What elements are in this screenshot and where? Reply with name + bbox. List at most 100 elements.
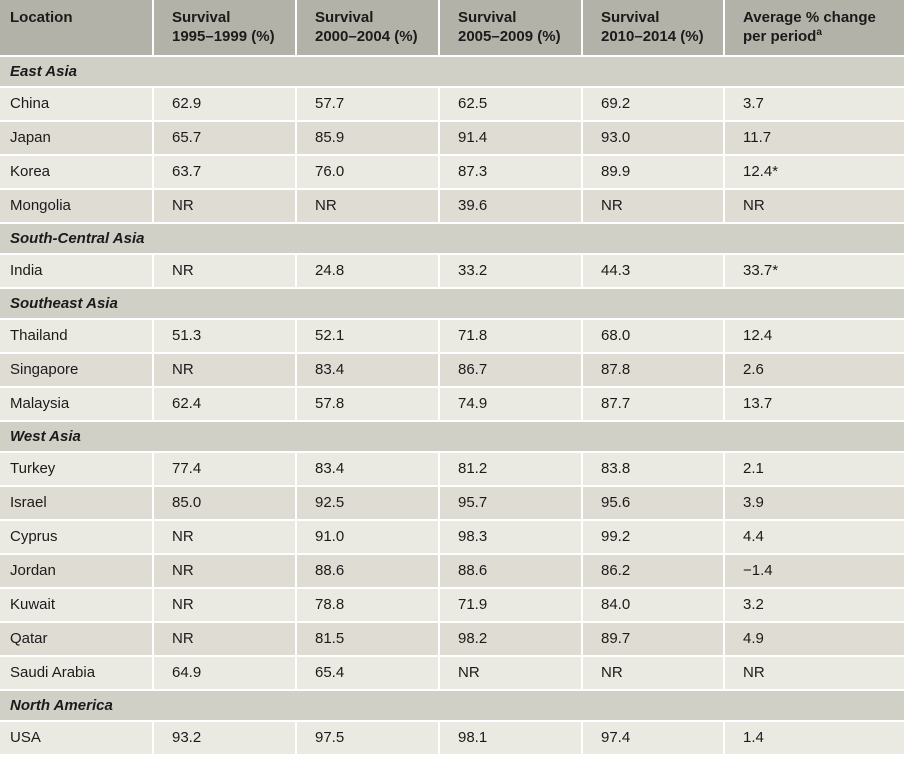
value-cell: 65.4 bbox=[297, 657, 438, 689]
value-cell: 76.0 bbox=[297, 156, 438, 188]
table-row: Saudi Arabia 64.9 65.4 NR NR NR bbox=[0, 657, 904, 689]
value-cell: 44.3 bbox=[583, 255, 723, 287]
value-cell: 87.7 bbox=[583, 388, 723, 420]
value-cell: 89.7 bbox=[583, 623, 723, 655]
value-cell: 57.7 bbox=[297, 88, 438, 120]
location-cell: Japan bbox=[0, 122, 152, 154]
value-cell: 51.3 bbox=[154, 320, 295, 352]
location-cell: Cyprus bbox=[0, 521, 152, 553]
value-cell: 33.2 bbox=[440, 255, 581, 287]
table-row: Korea 63.7 76.0 87.3 89.9 12.4* bbox=[0, 156, 904, 188]
value-cell: 97.4 bbox=[583, 722, 723, 754]
value-cell: 4.9 bbox=[725, 623, 904, 655]
value-cell: 4.4 bbox=[725, 521, 904, 553]
value-cell: 83.4 bbox=[297, 354, 438, 386]
table-row: Turkey 77.4 83.4 81.2 83.8 2.1 bbox=[0, 453, 904, 485]
location-cell: Mongolia bbox=[0, 190, 152, 222]
value-cell: 52.1 bbox=[297, 320, 438, 352]
table-row: Mongolia NR NR 39.6 NR NR bbox=[0, 190, 904, 222]
location-cell: Israel bbox=[0, 487, 152, 519]
value-cell: NR bbox=[440, 657, 581, 689]
value-cell: 91.4 bbox=[440, 122, 581, 154]
value-cell: 12.4* bbox=[725, 156, 904, 188]
footnote-marker: a bbox=[816, 27, 822, 39]
value-cell: 62.5 bbox=[440, 88, 581, 120]
value-cell: 81.2 bbox=[440, 453, 581, 485]
table-row: Cyprus NR 91.0 98.3 99.2 4.4 bbox=[0, 521, 904, 553]
section-header-row: North America bbox=[0, 691, 904, 720]
value-cell: 62.4 bbox=[154, 388, 295, 420]
value-cell: NR bbox=[583, 657, 723, 689]
header-location: Location bbox=[0, 0, 152, 55]
value-cell: 81.5 bbox=[297, 623, 438, 655]
section-header-row: West Asia bbox=[0, 422, 904, 451]
table-row: Malaysia 62.4 57.8 74.9 87.7 13.7 bbox=[0, 388, 904, 420]
section-header-row: East Asia bbox=[0, 57, 904, 86]
value-cell: NR bbox=[154, 190, 295, 222]
value-cell: 93.0 bbox=[583, 122, 723, 154]
value-cell: 63.7 bbox=[154, 156, 295, 188]
value-cell: 86.7 bbox=[440, 354, 581, 386]
value-cell: 98.2 bbox=[440, 623, 581, 655]
value-cell: NR bbox=[583, 190, 723, 222]
location-cell: Thailand bbox=[0, 320, 152, 352]
value-cell: 77.4 bbox=[154, 453, 295, 485]
value-cell: NR bbox=[725, 657, 904, 689]
value-cell: NR bbox=[154, 589, 295, 621]
value-cell: NR bbox=[154, 555, 295, 587]
value-cell: 98.1 bbox=[440, 722, 581, 754]
value-cell: 64.9 bbox=[154, 657, 295, 689]
location-cell: China bbox=[0, 88, 152, 120]
value-cell: 93.2 bbox=[154, 722, 295, 754]
location-cell: Turkey bbox=[0, 453, 152, 485]
table-row: Israel 85.0 92.5 95.7 95.6 3.9 bbox=[0, 487, 904, 519]
value-cell: 39.6 bbox=[440, 190, 581, 222]
header-average-change: Average % change per perioda bbox=[725, 0, 904, 55]
value-cell: 11.7 bbox=[725, 122, 904, 154]
value-cell: 2.1 bbox=[725, 453, 904, 485]
value-cell: 62.9 bbox=[154, 88, 295, 120]
table-row: China 62.9 57.7 62.5 69.2 3.7 bbox=[0, 88, 904, 120]
location-cell: Singapore bbox=[0, 354, 152, 386]
value-cell: 88.6 bbox=[297, 555, 438, 587]
value-cell: 69.2 bbox=[583, 88, 723, 120]
location-cell: India bbox=[0, 255, 152, 287]
value-cell: 92.5 bbox=[297, 487, 438, 519]
value-cell: 95.7 bbox=[440, 487, 581, 519]
value-cell: 12.4 bbox=[725, 320, 904, 352]
section-header-row: South-Central Asia bbox=[0, 224, 904, 253]
value-cell: 71.9 bbox=[440, 589, 581, 621]
header-survival-2005-2009: Survival 2005–2009 (%) bbox=[440, 0, 581, 55]
value-cell: 97.5 bbox=[297, 722, 438, 754]
value-cell: 3.9 bbox=[725, 487, 904, 519]
table-row: Kuwait NR 78.8 71.9 84.0 3.2 bbox=[0, 589, 904, 621]
value-cell: 1.4 bbox=[725, 722, 904, 754]
location-cell: Korea bbox=[0, 156, 152, 188]
value-cell: 99.2 bbox=[583, 521, 723, 553]
table-row: Japan 65.7 85.9 91.4 93.0 11.7 bbox=[0, 122, 904, 154]
location-cell: Malaysia bbox=[0, 388, 152, 420]
value-cell: 85.9 bbox=[297, 122, 438, 154]
value-cell: 86.2 bbox=[583, 555, 723, 587]
value-cell: NR bbox=[154, 354, 295, 386]
location-cell: USA bbox=[0, 722, 152, 754]
value-cell: 84.0 bbox=[583, 589, 723, 621]
value-cell: 68.0 bbox=[583, 320, 723, 352]
header-survival-2000-2004: Survival 2000–2004 (%) bbox=[297, 0, 438, 55]
table-row: Singapore NR 83.4 86.7 87.8 2.6 bbox=[0, 354, 904, 386]
value-cell: 87.3 bbox=[440, 156, 581, 188]
table-row: USA 93.2 97.5 98.1 97.4 1.4 bbox=[0, 722, 904, 754]
value-cell: NR bbox=[154, 255, 295, 287]
value-cell: 83.8 bbox=[583, 453, 723, 485]
value-cell: 87.8 bbox=[583, 354, 723, 386]
value-cell: 24.8 bbox=[297, 255, 438, 287]
value-cell: 85.0 bbox=[154, 487, 295, 519]
value-cell: 57.8 bbox=[297, 388, 438, 420]
table-body: East Asia China 62.9 57.7 62.5 69.2 3.7 Japan 65… bbox=[0, 57, 904, 754]
table-row: Qatar NR 81.5 98.2 89.7 4.9 bbox=[0, 623, 904, 655]
header-location-label: Location bbox=[10, 9, 73, 26]
section-header-row: Southeast Asia bbox=[0, 289, 904, 318]
value-cell: NR bbox=[154, 521, 295, 553]
value-cell: 3.2 bbox=[725, 589, 904, 621]
